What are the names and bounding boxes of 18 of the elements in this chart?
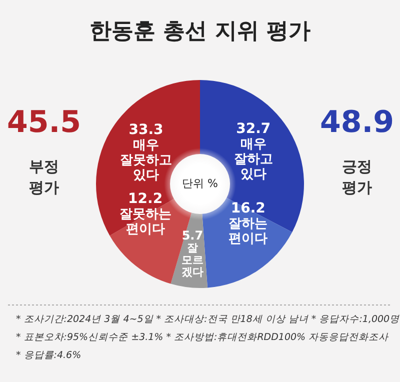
data-label: 16.2 <box>230 200 266 217</box>
text: 단위 % <box>182 177 218 190</box>
slice-label: 잘 모르 겠다 <box>181 241 204 278</box>
text: 부정 평가 <box>29 158 59 197</box>
text: 48.9 <box>320 105 394 140</box>
text: 긍정 평가 <box>342 158 372 197</box>
data-label: 32.7 <box>236 121 271 138</box>
slice-label: 잘하는 편이다 <box>228 216 268 246</box>
text: * 표본오차:95%신뢰수준 ±3.1% * 조사방법:휴대전화RDD100% 자동응답전화조사 <box>16 332 390 343</box>
text: * 응답률:4.6% <box>16 350 82 361</box>
text: * 조사기간:2024년 3월 4~5일 * 조사대상:전국 만18세 이상 남녀 * 응답자수:1,000명 <box>16 314 400 325</box>
data-label: 12.2 <box>128 190 163 207</box>
chart-title: 한동훈 총선 지위 평가 <box>90 19 310 44</box>
data-label: 33.3 <box>128 122 164 138</box>
slice-label: 매우 잘하고 있다 <box>234 136 273 182</box>
text: 45.5 <box>6 105 82 140</box>
slice-label: 매우 잘못하고 있다 <box>120 138 172 183</box>
slice-label: 잘못하는 편이다 <box>119 206 172 237</box>
